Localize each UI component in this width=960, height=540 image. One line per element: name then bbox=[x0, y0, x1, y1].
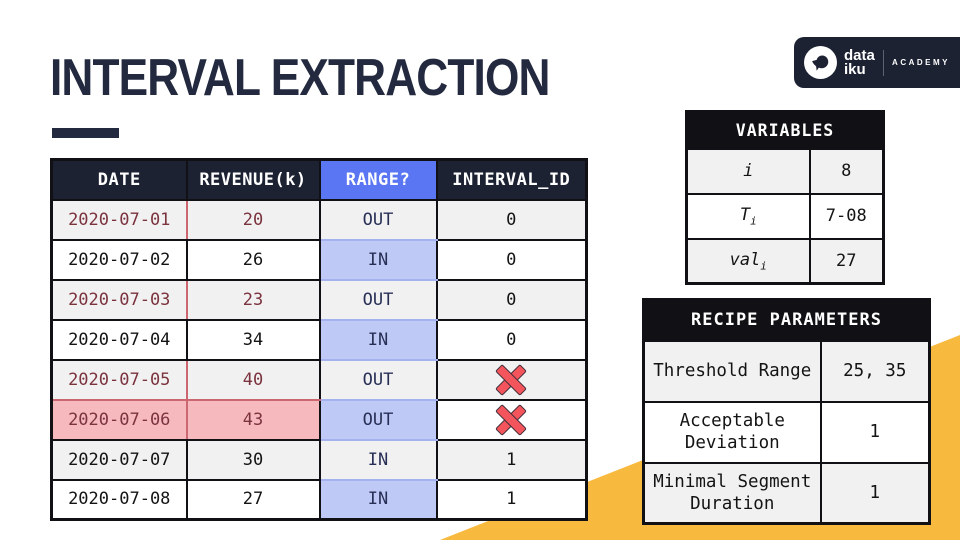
page-title: INTERVAL EXTRACTION bbox=[50, 49, 550, 107]
variable-name: Ti bbox=[739, 204, 757, 228]
revenue-cell: 43 bbox=[185, 398, 321, 441]
range-cell: IN bbox=[318, 478, 438, 521]
revenue-cell: 40 bbox=[185, 358, 321, 401]
variables-table: VARIABLES i 8 Ti 7-08 vali 27 bbox=[685, 110, 885, 285]
date-cell: 2020-07-02 bbox=[50, 238, 188, 281]
red-cross-icon bbox=[496, 404, 527, 435]
date-cell: 2020-07-08 bbox=[50, 478, 188, 521]
variable-name-cell: Ti bbox=[685, 192, 811, 240]
variable-row: Ti 7-08 bbox=[685, 192, 885, 240]
parameter-name-cell: Minimal Segment Duration bbox=[642, 461, 822, 525]
header-range: RANGE? bbox=[318, 158, 438, 201]
parameter-value-cell: 1 bbox=[819, 400, 931, 464]
variables-header-row: VARIABLES bbox=[685, 110, 885, 150]
revenue-cell: 26 bbox=[185, 238, 321, 281]
interval-table-body: 2020-07-01 20 OUT 0 2020-07-02 26 IN 0 2020-07-0… bbox=[50, 198, 588, 521]
variable-name-cell: i bbox=[685, 147, 811, 195]
table-row: 2020-07-01 20 OUT 0 bbox=[50, 198, 588, 241]
interval-table-header-row: DATE REVENUE(k) RANGE? INTERVAL_ID bbox=[50, 158, 588, 201]
date-cell: 2020-07-03 bbox=[50, 278, 188, 321]
range-cell: OUT bbox=[318, 358, 438, 401]
table-row: 2020-07-04 34 IN 0 bbox=[50, 318, 588, 361]
recipe-header-row: RECIPE PARAMETERS bbox=[642, 298, 931, 342]
parameter-value-cell: 25, 35 bbox=[819, 339, 931, 403]
table-row: 2020-07-03 23 OUT 0 bbox=[50, 278, 588, 321]
range-cell: IN bbox=[318, 238, 438, 281]
logo-wordmark: data iku bbox=[844, 46, 875, 78]
range-cell: OUT bbox=[318, 278, 438, 321]
variable-value-cell: 27 bbox=[808, 237, 885, 285]
table-row: 2020-07-07 30 IN 1 bbox=[50, 438, 588, 481]
date-cell: 2020-07-01 bbox=[50, 198, 188, 241]
date-cell: 2020-07-06 bbox=[50, 398, 188, 441]
variable-row: vali 27 bbox=[685, 237, 885, 285]
interval-id-cell: 0 bbox=[435, 278, 588, 321]
date-cell: 2020-07-04 bbox=[50, 318, 188, 361]
recipe-parameter-row: Acceptable Deviation 1 bbox=[642, 400, 931, 464]
header-revenue: REVENUE(k) bbox=[185, 158, 321, 201]
recipe-parameter-row: Minimal Segment Duration 1 bbox=[642, 461, 931, 525]
logo-word-line1: data bbox=[844, 46, 875, 64]
recipe-parameter-row: Threshold Range 25, 35 bbox=[642, 339, 931, 403]
variable-value-cell: 7-08 bbox=[808, 192, 885, 240]
range-cell: OUT bbox=[318, 398, 438, 441]
variable-name-cell: vali bbox=[685, 237, 811, 285]
variables-title: VARIABLES bbox=[685, 110, 885, 150]
date-cell: 2020-07-05 bbox=[50, 358, 188, 401]
interval-id-cell: 0 bbox=[435, 318, 588, 361]
revenue-cell: 34 bbox=[185, 318, 321, 361]
variable-value-cell: 8 bbox=[808, 147, 885, 195]
revenue-cell: 23 bbox=[185, 278, 321, 321]
interval-id-cell bbox=[435, 358, 588, 401]
title-underline-dash bbox=[52, 128, 119, 138]
parameter-name-cell: Threshold Range bbox=[642, 339, 822, 403]
table-row: 2020-07-02 26 IN 0 bbox=[50, 238, 588, 281]
parameter-value-cell: 1 bbox=[819, 461, 931, 525]
variable-name: i bbox=[743, 161, 754, 181]
interval-table: DATE REVENUE(k) RANGE? INTERVAL_ID 2020-… bbox=[50, 158, 588, 521]
recipe-parameters-table: RECIPE PARAMETERS Threshold Range 25, 35 A… bbox=[642, 298, 931, 525]
interval-id-cell: 1 bbox=[435, 478, 588, 521]
date-cell: 2020-07-07 bbox=[50, 438, 188, 481]
variables-table-body: i 8 Ti 7-08 vali 27 bbox=[685, 147, 885, 285]
recipe-table-body: Threshold Range 25, 35 Acceptable Deviatio… bbox=[642, 339, 931, 525]
variable-name: vali bbox=[729, 249, 767, 272]
interval-id-cell: 1 bbox=[435, 438, 588, 481]
table-row: 2020-07-06 43 OUT bbox=[50, 398, 588, 441]
table-row: 2020-07-08 27 IN 1 bbox=[50, 478, 588, 521]
logo-word-line2: iku bbox=[844, 60, 866, 78]
revenue-cell: 27 bbox=[185, 478, 321, 521]
red-cross-icon bbox=[496, 364, 527, 395]
header-date: DATE bbox=[50, 158, 188, 201]
range-cell: IN bbox=[318, 438, 438, 481]
logo-academy-label: ACADEMY bbox=[892, 58, 950, 67]
header-interval-id: INTERVAL_ID bbox=[435, 158, 588, 201]
dataiku-bird-icon bbox=[804, 46, 837, 79]
interval-id-cell bbox=[435, 398, 588, 441]
parameter-name-cell: Acceptable Deviation bbox=[642, 400, 822, 464]
range-cell: IN bbox=[318, 318, 438, 361]
dataiku-academy-logo: data iku ACADEMY bbox=[794, 37, 960, 88]
recipe-parameters-title: RECIPE PARAMETERS bbox=[642, 298, 931, 342]
interval-id-cell: 0 bbox=[435, 238, 588, 281]
table-row: 2020-07-05 40 OUT bbox=[50, 358, 588, 401]
range-cell: OUT bbox=[318, 198, 438, 241]
interval-id-cell: 0 bbox=[435, 198, 588, 241]
revenue-cell: 20 bbox=[185, 198, 321, 241]
revenue-cell: 30 bbox=[185, 438, 321, 481]
